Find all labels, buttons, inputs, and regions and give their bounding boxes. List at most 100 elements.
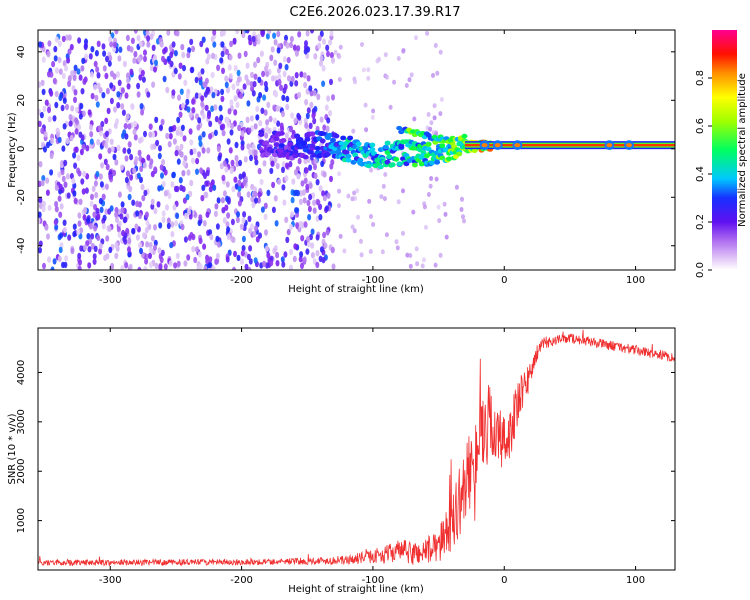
heatmap-cell bbox=[122, 147, 127, 154]
heatmap-cell bbox=[212, 30, 217, 36]
heatmap-cell bbox=[146, 41, 151, 48]
heatmap-cell bbox=[89, 138, 94, 145]
heatmap-cell bbox=[144, 211, 149, 218]
heatmap-cell bbox=[353, 79, 357, 85]
heatmap-cell bbox=[211, 91, 216, 99]
heatmap-cell bbox=[222, 190, 227, 197]
heatmap-cell bbox=[225, 221, 230, 228]
heatmap-cell bbox=[264, 65, 268, 73]
heatmap-cell bbox=[314, 145, 321, 151]
heatmap-cell bbox=[283, 251, 288, 258]
x-tick-label: -300 bbox=[99, 275, 122, 286]
heatmap-cell bbox=[422, 204, 427, 210]
heatmap-cell bbox=[446, 156, 453, 162]
heatmap-cell bbox=[294, 80, 299, 87]
heatmap-cell bbox=[303, 177, 308, 184]
heatmap-cell bbox=[65, 103, 69, 111]
heatmap-cell bbox=[226, 212, 231, 219]
heatmap-cell bbox=[78, 74, 83, 81]
heatmap-cell bbox=[235, 30, 240, 35]
heatmap-cell bbox=[47, 204, 52, 212]
heatmap-cell bbox=[202, 243, 207, 250]
heatmap-cell bbox=[180, 124, 185, 131]
heatmap-cell bbox=[214, 203, 219, 210]
heatmap-cell bbox=[257, 197, 261, 204]
heatmap-cell bbox=[187, 47, 192, 54]
heatmap-cell bbox=[273, 136, 280, 142]
heatmap-cell bbox=[300, 262, 304, 269]
heatmap-cell bbox=[251, 35, 256, 43]
heatmap-cell bbox=[98, 87, 103, 94]
heatmap-cell bbox=[96, 82, 101, 90]
heatmap-cell bbox=[70, 247, 75, 254]
heatmap-cell bbox=[330, 137, 336, 143]
heatmap-cell bbox=[322, 171, 327, 178]
heatmap-cell bbox=[161, 180, 166, 188]
heatmap-cell bbox=[81, 188, 86, 195]
heatmap-cell bbox=[197, 151, 201, 158]
heatmap-cell bbox=[117, 191, 122, 198]
heatmap-cell bbox=[72, 230, 77, 238]
heatmap-cell bbox=[303, 221, 308, 228]
heatmap-cell bbox=[80, 88, 85, 95]
heatmap-cell bbox=[383, 172, 388, 177]
heatmap-cell bbox=[163, 169, 168, 176]
heatmap-cell bbox=[78, 198, 83, 205]
heatmap-cell bbox=[87, 246, 92, 253]
heatmap-cell bbox=[186, 254, 191, 261]
heatmap-cell bbox=[494, 143, 501, 148]
heatmap-cell bbox=[319, 30, 324, 37]
heatmap-cell bbox=[178, 177, 183, 184]
heatmap-cell bbox=[134, 223, 139, 230]
heatmap-cell bbox=[324, 205, 329, 212]
heatmap-cell bbox=[199, 167, 204, 174]
heatmap-cell bbox=[392, 79, 397, 85]
heatmap-cell bbox=[233, 109, 238, 116]
heatmap-cell bbox=[174, 149, 179, 157]
heatmap-cell bbox=[330, 246, 335, 254]
heatmap-cell bbox=[86, 233, 91, 240]
heatmap-cell bbox=[389, 162, 396, 168]
heatmap-cell bbox=[214, 115, 219, 123]
heatmap-cell bbox=[233, 64, 238, 72]
heatmap-cell bbox=[285, 236, 290, 244]
heatmap-cell bbox=[92, 258, 97, 265]
heatmap-cell bbox=[216, 145, 221, 152]
heatmap-cell bbox=[84, 187, 89, 194]
heatmap-cell bbox=[297, 114, 302, 121]
heatmap-cell bbox=[303, 157, 308, 165]
heatmap-cell bbox=[247, 34, 252, 42]
heatmap-cell bbox=[44, 99, 49, 106]
heatmap-cell bbox=[426, 192, 431, 197]
heatmap-cell bbox=[137, 56, 142, 63]
heatmap-cell bbox=[281, 166, 285, 173]
heatmap-cell bbox=[299, 190, 303, 197]
heatmap-cell bbox=[169, 51, 174, 59]
heatmap-cell bbox=[203, 265, 208, 270]
heatmap-cell bbox=[411, 209, 416, 215]
heatmap-cell bbox=[143, 49, 147, 56]
heatmap-cell bbox=[217, 155, 222, 162]
heatmap-cell bbox=[46, 233, 50, 240]
heatmap-cell bbox=[340, 145, 347, 151]
heatmap-cell bbox=[120, 206, 125, 214]
heatmap-cell bbox=[253, 154, 258, 161]
heatmap-cell bbox=[109, 97, 114, 105]
heatmap-cell bbox=[57, 171, 62, 178]
heatmap-cell bbox=[41, 175, 46, 182]
heatmap-cell bbox=[124, 176, 129, 184]
heatmap-cell bbox=[126, 83, 131, 90]
heatmap-cell bbox=[241, 217, 246, 224]
heatmap-cell bbox=[65, 173, 70, 180]
heatmap-cell bbox=[345, 157, 352, 163]
heatmap-cell bbox=[73, 197, 78, 205]
heatmap-cell bbox=[41, 200, 46, 208]
heatmap-cell bbox=[173, 262, 178, 269]
heatmap-cell bbox=[63, 159, 68, 167]
heatmap-cell bbox=[297, 91, 302, 99]
heatmap-cell bbox=[315, 179, 320, 186]
heatmap-cell bbox=[228, 147, 233, 154]
heatmap-cell bbox=[260, 107, 265, 115]
heatmap-cell bbox=[133, 120, 138, 128]
heatmap-cell bbox=[92, 253, 97, 260]
